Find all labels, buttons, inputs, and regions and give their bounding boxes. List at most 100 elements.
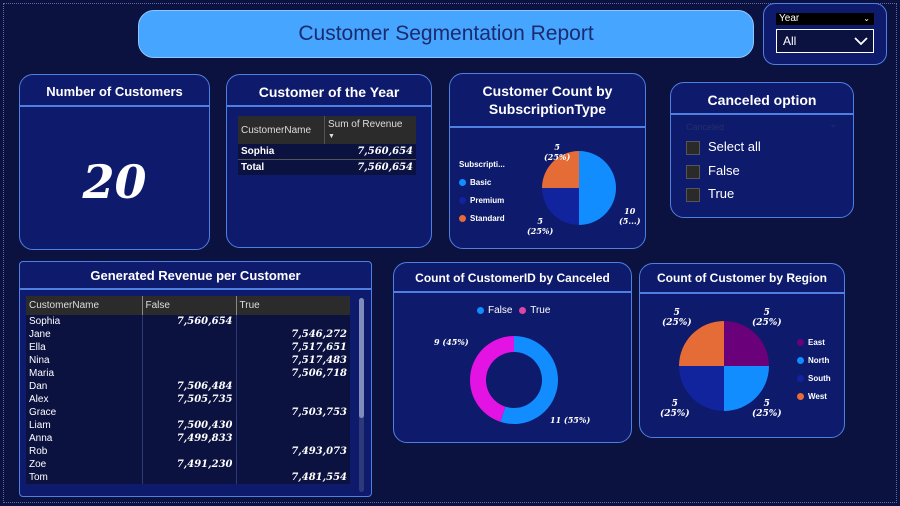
pie-slice-standard[interactable]	[542, 151, 579, 188]
table-cell	[142, 471, 237, 484]
table-row[interactable]: Ella 7,517,651	[26, 341, 350, 354]
pie-slice-west[interactable]	[679, 321, 724, 366]
data-label: 5 (25%)	[752, 308, 782, 328]
customer-of-year-table: CustomerName Sum of Revenue ▼ Sophia 7,56…	[238, 116, 416, 175]
checkbox[interactable]	[686, 140, 700, 155]
data-label: 10 (5...)	[619, 206, 641, 226]
table-row[interactable]: Jane 7,546,272	[26, 328, 350, 341]
table-row[interactable]: Rob 7,493,073	[26, 445, 350, 458]
report-canvas	[3, 3, 897, 503]
revenue-table-title: Generated Revenue per Customer	[90, 268, 301, 283]
table-row[interactable]: Sophia 7,560,654	[26, 315, 350, 328]
table-row[interactable]: Maria 7,506,718	[26, 367, 350, 380]
customer-of-year-card: Customer of the Year CustomerName Sum of…	[226, 74, 432, 248]
kpi-title: Number of Customers	[46, 84, 183, 99]
column-header[interactable]: True	[239, 300, 260, 311]
legend-item[interactable]: Premium	[459, 192, 505, 210]
chevron-down-icon[interactable]: ⌄	[829, 119, 838, 130]
table-cell: 7,481,554	[291, 472, 347, 483]
year-dropdown[interactable]: All	[776, 29, 874, 53]
table-cell	[142, 328, 237, 341]
table-cell	[236, 419, 350, 432]
checkbox[interactable]	[686, 164, 700, 179]
table-row[interactable]: Grace 7,503,753	[26, 406, 350, 419]
revenue-table: CustomerName False True Sophia 7,560,654 J…	[26, 296, 350, 484]
subscription-pie[interactable]	[541, 150, 617, 226]
table-cell: 7,517,483	[291, 355, 347, 366]
table-cell: Maria	[26, 367, 143, 380]
table-cell	[236, 458, 350, 471]
legend-item[interactable]: False	[477, 305, 512, 316]
table-cell: Sophia	[26, 315, 143, 328]
report-title: Customer Segmentation Report	[138, 10, 754, 58]
total-value: 7,560,654	[357, 162, 413, 173]
region-chart-title: Count of Customer by Region	[657, 271, 827, 285]
sort-desc-icon: ▼	[327, 133, 335, 140]
table-row[interactable]: Anna 7,499,833	[26, 432, 350, 445]
legend-item[interactable]: True	[519, 305, 550, 316]
canceled-donut[interactable]	[469, 335, 559, 425]
canceled-chart-title: Count of CustomerID by Canceled	[415, 271, 610, 285]
table-cell	[142, 354, 237, 367]
chevron-down-icon[interactable]: ⌄	[863, 14, 870, 23]
customers-kpi-card: Number of Customers 20	[19, 74, 210, 250]
pie-slice-south[interactable]	[679, 366, 724, 411]
slicer-option-false[interactable]: False	[686, 163, 740, 179]
table-row[interactable]: Dan 7,506,484	[26, 380, 350, 393]
table-row[interactable]: Liam 7,500,430	[26, 419, 350, 432]
customer-of-year-title: Customer of the Year	[258, 84, 400, 100]
pie-slice-premium[interactable]	[542, 188, 579, 225]
year-slicer: Year ⌄ All	[763, 3, 887, 65]
data-label: 5 (25%)	[527, 216, 554, 236]
table-row[interactable]: Tom 7,481,554	[26, 471, 350, 484]
table-cell: 7,517,651	[291, 342, 347, 353]
table-cell	[142, 406, 237, 419]
canceled-slicer-title: Canceled option	[707, 92, 817, 108]
table-cell	[142, 445, 237, 458]
table-row[interactable]: Zoe 7,491,230	[26, 458, 350, 471]
table-cell: 7,503,753	[291, 407, 347, 418]
table-cell: 7,560,654	[142, 315, 237, 328]
slicer-option-true[interactable]: True	[686, 186, 734, 202]
legend-item[interactable]: West	[797, 388, 831, 406]
legend: Subscripti... Basic Premium Standard	[459, 156, 505, 228]
region-chart-card: Count of Customer by Region 5 (25%) 5 (25%…	[639, 263, 845, 438]
table-cell: Grace	[26, 406, 143, 419]
column-header[interactable]: Sum of Revenue ▼	[327, 119, 403, 140]
legend-item[interactable]: North	[797, 352, 831, 370]
table-cell: Rob	[26, 445, 143, 458]
legend-item[interactable]: Standard	[459, 210, 505, 228]
table-scrollbar[interactable]	[359, 298, 364, 492]
table-cell: 7,506,718	[291, 368, 347, 379]
slicer-option-select-all[interactable]: Select all	[686, 139, 761, 155]
legend: False True	[477, 305, 550, 316]
table-cell: 7,505,735	[142, 393, 237, 406]
region-pie[interactable]	[678, 320, 770, 412]
legend-item[interactable]: Basic	[459, 174, 505, 192]
table-cell: Nina	[26, 354, 143, 367]
legend-item[interactable]: East	[797, 334, 831, 352]
legend-title: Subscripti...	[459, 160, 505, 169]
table-cell: 7,491,230	[142, 458, 237, 471]
table-cell	[236, 393, 350, 406]
pie-slice-false[interactable]	[500, 336, 558, 424]
data-label: 5 (25%)	[660, 399, 690, 419]
table-row[interactable]: Nina 7,517,483	[26, 354, 350, 367]
pie-slice-north[interactable]	[724, 366, 769, 411]
table-cell: Alex	[26, 393, 143, 406]
table-row[interactable]: Alex 7,505,735	[26, 393, 350, 406]
checkbox[interactable]	[686, 187, 700, 202]
scrollbar-thumb[interactable]	[359, 298, 364, 418]
table-cell	[142, 367, 237, 380]
data-label: 5 (25%)	[752, 399, 782, 419]
column-header[interactable]: CustomerName	[26, 296, 143, 315]
table-cell	[142, 341, 237, 354]
table-cell: Ella	[26, 341, 143, 354]
column-header[interactable]: CustomerName	[238, 116, 325, 144]
pie-slice-basic[interactable]	[579, 151, 616, 225]
pie-slice-true[interactable]	[470, 336, 514, 422]
pie-slice-east[interactable]	[724, 321, 769, 366]
legend-item[interactable]: South	[797, 370, 831, 388]
legend: East North South West	[797, 334, 831, 406]
column-header[interactable]: False	[142, 296, 237, 315]
